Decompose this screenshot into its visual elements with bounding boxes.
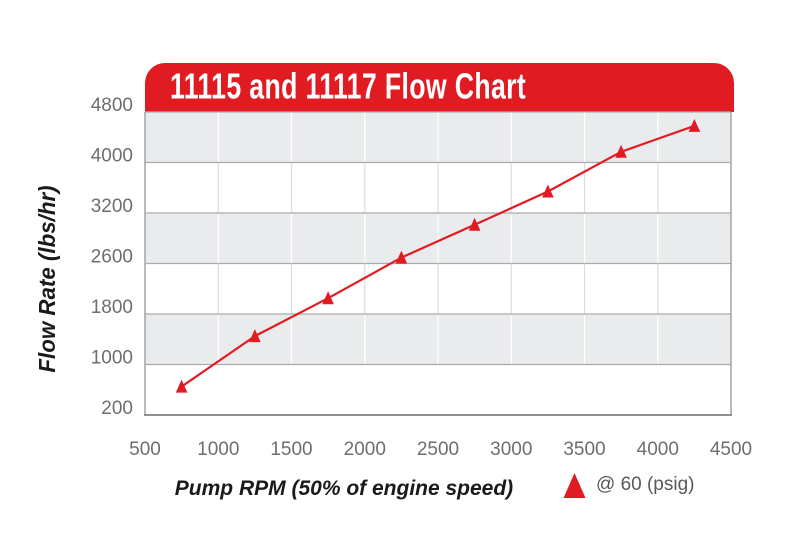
x-tick-label: 2000 [344,439,386,460]
x-tick-label: 2500 [417,439,459,460]
data-point-marker-5 [542,184,554,198]
data-point-marker-7 [688,118,701,132]
data-point-marker-2 [322,291,334,305]
x-tick-label: 3000 [490,439,532,460]
data-point-marker-3 [395,250,408,264]
data-point-marker-6 [615,144,627,158]
y-tick-label: 1800 [91,297,133,318]
y-tick-label: 2600 [91,247,133,268]
y-tick-label: 3200 [91,196,133,217]
x-axis-title: Pump RPM (50% of engine speed) [174,477,514,500]
data-point-marker-0 [175,379,188,393]
legend: @ 60 (psig) [562,470,695,500]
y-tick-label: 4800 [91,95,133,116]
legend-triangle-icon [563,472,586,498]
x-tick-label: 1500 [270,439,312,460]
data-point-marker-4 [468,217,481,231]
chart-title: 11115 and 11117 Flow Chart [170,65,527,107]
plot-band [145,364,731,415]
x-tick-label: 4500 [710,439,752,460]
chart-title-bar: 11115 and 11117 Flow Chart [145,63,734,112]
y-tick-label: 200 [101,398,133,419]
x-tick-label: 500 [129,439,161,460]
y-tick-label: 1000 [91,348,133,369]
x-tick-label: 1000 [197,439,239,460]
legend-label: @ 60 (psig) [596,474,695,495]
data-point-marker-1 [249,329,261,343]
x-tick-label: 4000 [637,439,679,460]
series-line [180,124,695,388]
y-tick-label: 4000 [91,146,133,167]
x-tick-label: 3500 [563,439,605,460]
y-axis-title: Flow Rate (lbs/hr) [34,185,60,373]
